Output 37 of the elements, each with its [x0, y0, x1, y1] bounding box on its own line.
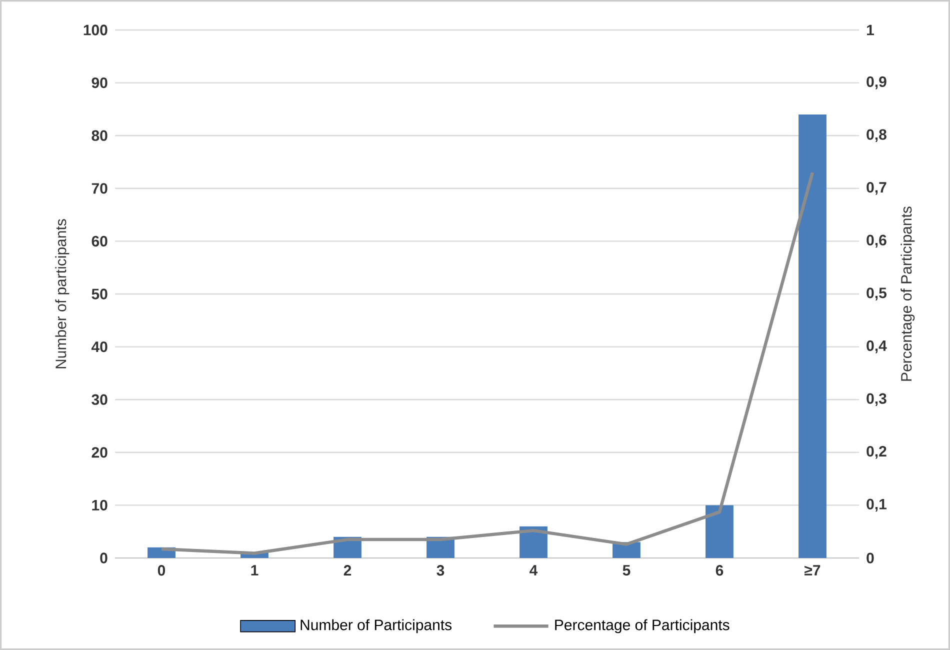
y-tick-label: 100 [84, 24, 108, 36]
x-tick-label: 1 [251, 565, 258, 576]
x-tick-label: 3 [436, 565, 444, 576]
y2-tick-label: 0,6 [866, 234, 886, 248]
y-tick-label: 60 [92, 236, 108, 247]
y-tick-label: 80 [92, 130, 108, 141]
bar [706, 505, 734, 558]
line-series [160, 170, 814, 555]
x-tick-label: 6 [716, 565, 724, 576]
y2-tick-label: 1 [867, 24, 874, 36]
y-tick-label: 90 [92, 77, 108, 88]
bar [798, 114, 826, 558]
legend-label: Number of Participants [300, 619, 452, 634]
x-tick-label: 2 [344, 565, 352, 576]
y-tick-label: 0 [100, 552, 108, 564]
y-axis-title: Number of participants [55, 219, 70, 368]
x-tick-label: ≥7 [804, 565, 820, 576]
x-tick-label: 4 [530, 565, 538, 576]
y-tick-label: 70 [92, 183, 108, 194]
y-tick-label: 20 [92, 447, 108, 458]
y2-tick-label: 0,7 [866, 182, 886, 195]
x-tick-label: 0 [158, 565, 166, 576]
y2-tick-label: 0,3 [866, 393, 886, 406]
y2-tick-label: 0,8 [866, 129, 886, 142]
y-tick-label: 40 [91, 341, 108, 352]
y2-axis-title: Percentage of Participants [900, 206, 915, 381]
y-tick-label: 10 [92, 500, 108, 511]
y2-tick-label: 0,4 [866, 340, 887, 354]
y2-tick-label: 0,1 [866, 498, 887, 512]
y2-tick-label: 0,5 [866, 288, 887, 300]
legend-label: Percentage of Participants [555, 619, 730, 634]
y-tick-label: 50 [92, 288, 108, 300]
y2-tick-label: 0,2 [866, 446, 886, 459]
y2-tick-label: 0,9 [866, 76, 886, 90]
y-tick-label: 30 [92, 394, 108, 405]
y2-tick-label: 0 [866, 552, 874, 564]
x-tick-label: 5 [622, 565, 630, 576]
